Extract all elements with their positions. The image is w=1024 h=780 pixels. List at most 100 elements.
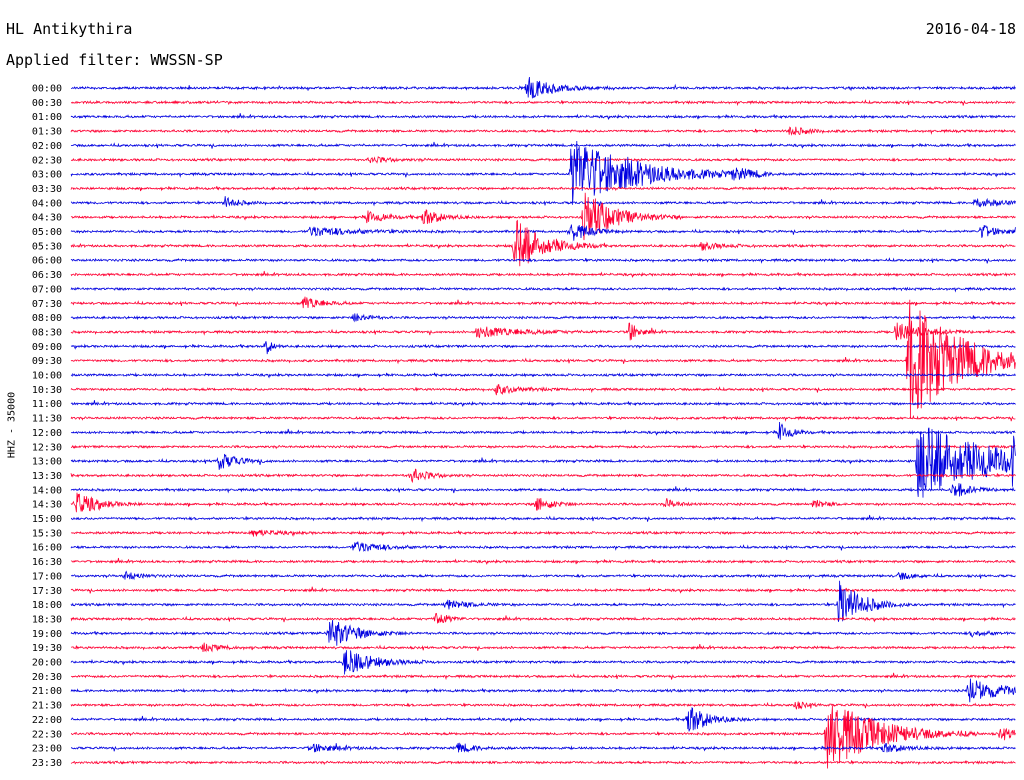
row-label: 02:00 [32,141,62,152]
row-label: 18:30 [32,614,62,625]
trace-row [70,586,1016,594]
row-label: 01:00 [32,112,62,123]
row-label: 21:30 [32,701,62,712]
row-label: 12:30 [32,442,62,453]
trace-row [70,514,1016,523]
row-label: 06:00 [32,256,62,267]
trace-row [70,421,1016,440]
trace-row [70,371,1016,379]
row-label: 10:30 [32,385,62,396]
trace-row [70,701,1016,710]
row-label: 09:30 [32,356,62,367]
trace-row [70,529,1016,537]
trace-row [70,341,1016,355]
trace-row [70,140,1016,205]
row-label: 00:30 [32,98,62,109]
trace-row [70,705,1016,769]
trace-row [70,185,1016,192]
row-label: 22:00 [32,715,62,726]
row-label: 21:00 [32,686,62,697]
trace-row [70,650,1016,675]
row-label: 17:00 [32,571,62,582]
row-label-group: 00:00 00:30 01:00 01:30 02:00 02:30 03:00 03:30… [32,84,62,769]
row-label: 03:00 [32,170,62,181]
row-label: 05:00 [32,227,62,238]
trace-row [70,468,1016,484]
trace-row [70,257,1016,264]
row-label: 00:00 [32,84,62,95]
row-label: 10:00 [32,371,62,382]
row-label: 23:00 [32,744,62,755]
row-label: 19:00 [32,629,62,640]
trace-row [70,155,1016,164]
trace-row [70,322,1016,341]
row-label: 18:00 [32,600,62,611]
trace-row [70,742,1016,753]
row-label: 20:00 [32,658,62,669]
trace-row [70,672,1016,681]
station-title: HL Antikythira [6,20,133,38]
row-label: 03:30 [32,184,62,195]
trace-row [70,224,1016,241]
row-label: 04:00 [32,198,62,209]
row-label: 19:30 [32,643,62,654]
trace-row [70,299,1016,419]
trace-row [70,126,1016,136]
trace-row [70,557,1016,566]
trace-row [70,678,1016,703]
row-label: 13:00 [32,457,62,468]
filter-label: Applied filter: WWSSN-SP [6,51,223,69]
row-label: 14:00 [32,485,62,496]
trace-row [71,99,1016,107]
row-label: 14:30 [32,500,62,511]
trace-row [70,620,1016,646]
row-label: 04:30 [32,213,62,224]
trace-row [70,570,1016,581]
row-label: 23:30 [32,758,62,769]
trace-row [70,612,1016,624]
row-label: 15:00 [32,514,62,525]
trace-row [70,541,1016,552]
trace-row [70,141,1016,149]
date-label: 2016-04-18 [925,20,1016,38]
row-label: 20:30 [32,672,62,683]
row-label: 07:30 [32,299,62,310]
row-label: 22:30 [32,729,62,740]
row-label: 02:30 [32,155,62,166]
row-label: 09:00 [32,342,62,353]
row-label: 12:00 [32,428,62,439]
row-label: 11:00 [32,399,62,410]
trace-row [70,196,1016,208]
trace-row [70,642,1016,653]
trace-row [70,219,1016,267]
row-label: 07:00 [32,284,62,295]
trace-row [70,384,1016,396]
row-label: 16:00 [32,543,62,554]
row-label: 08:00 [32,313,62,324]
row-label: 01:30 [32,127,62,138]
trace-row [70,313,1016,323]
trace-row [70,483,1016,497]
trace-row [70,400,1016,408]
row-label: 11:30 [32,414,62,425]
row-label: 05:30 [32,241,62,252]
row-label: 13:30 [32,471,62,482]
trace-row [70,759,1016,766]
row-label: 06:30 [32,270,62,281]
trace-row [70,76,1016,99]
row-label: 16:30 [32,557,62,568]
trace-row [70,270,1016,279]
trace-group [70,76,1016,769]
trace-row [70,296,1016,309]
trace-row [70,286,1016,293]
trace-row [70,580,1016,622]
trace-row [70,113,1016,121]
trace-row [70,414,1016,422]
trace-row [70,192,1016,241]
row-label: 17:30 [32,586,62,597]
row-label: 15:30 [32,528,62,539]
row-label: 08:30 [32,327,62,338]
trace-row [70,427,1016,498]
trace-row [70,444,1016,451]
